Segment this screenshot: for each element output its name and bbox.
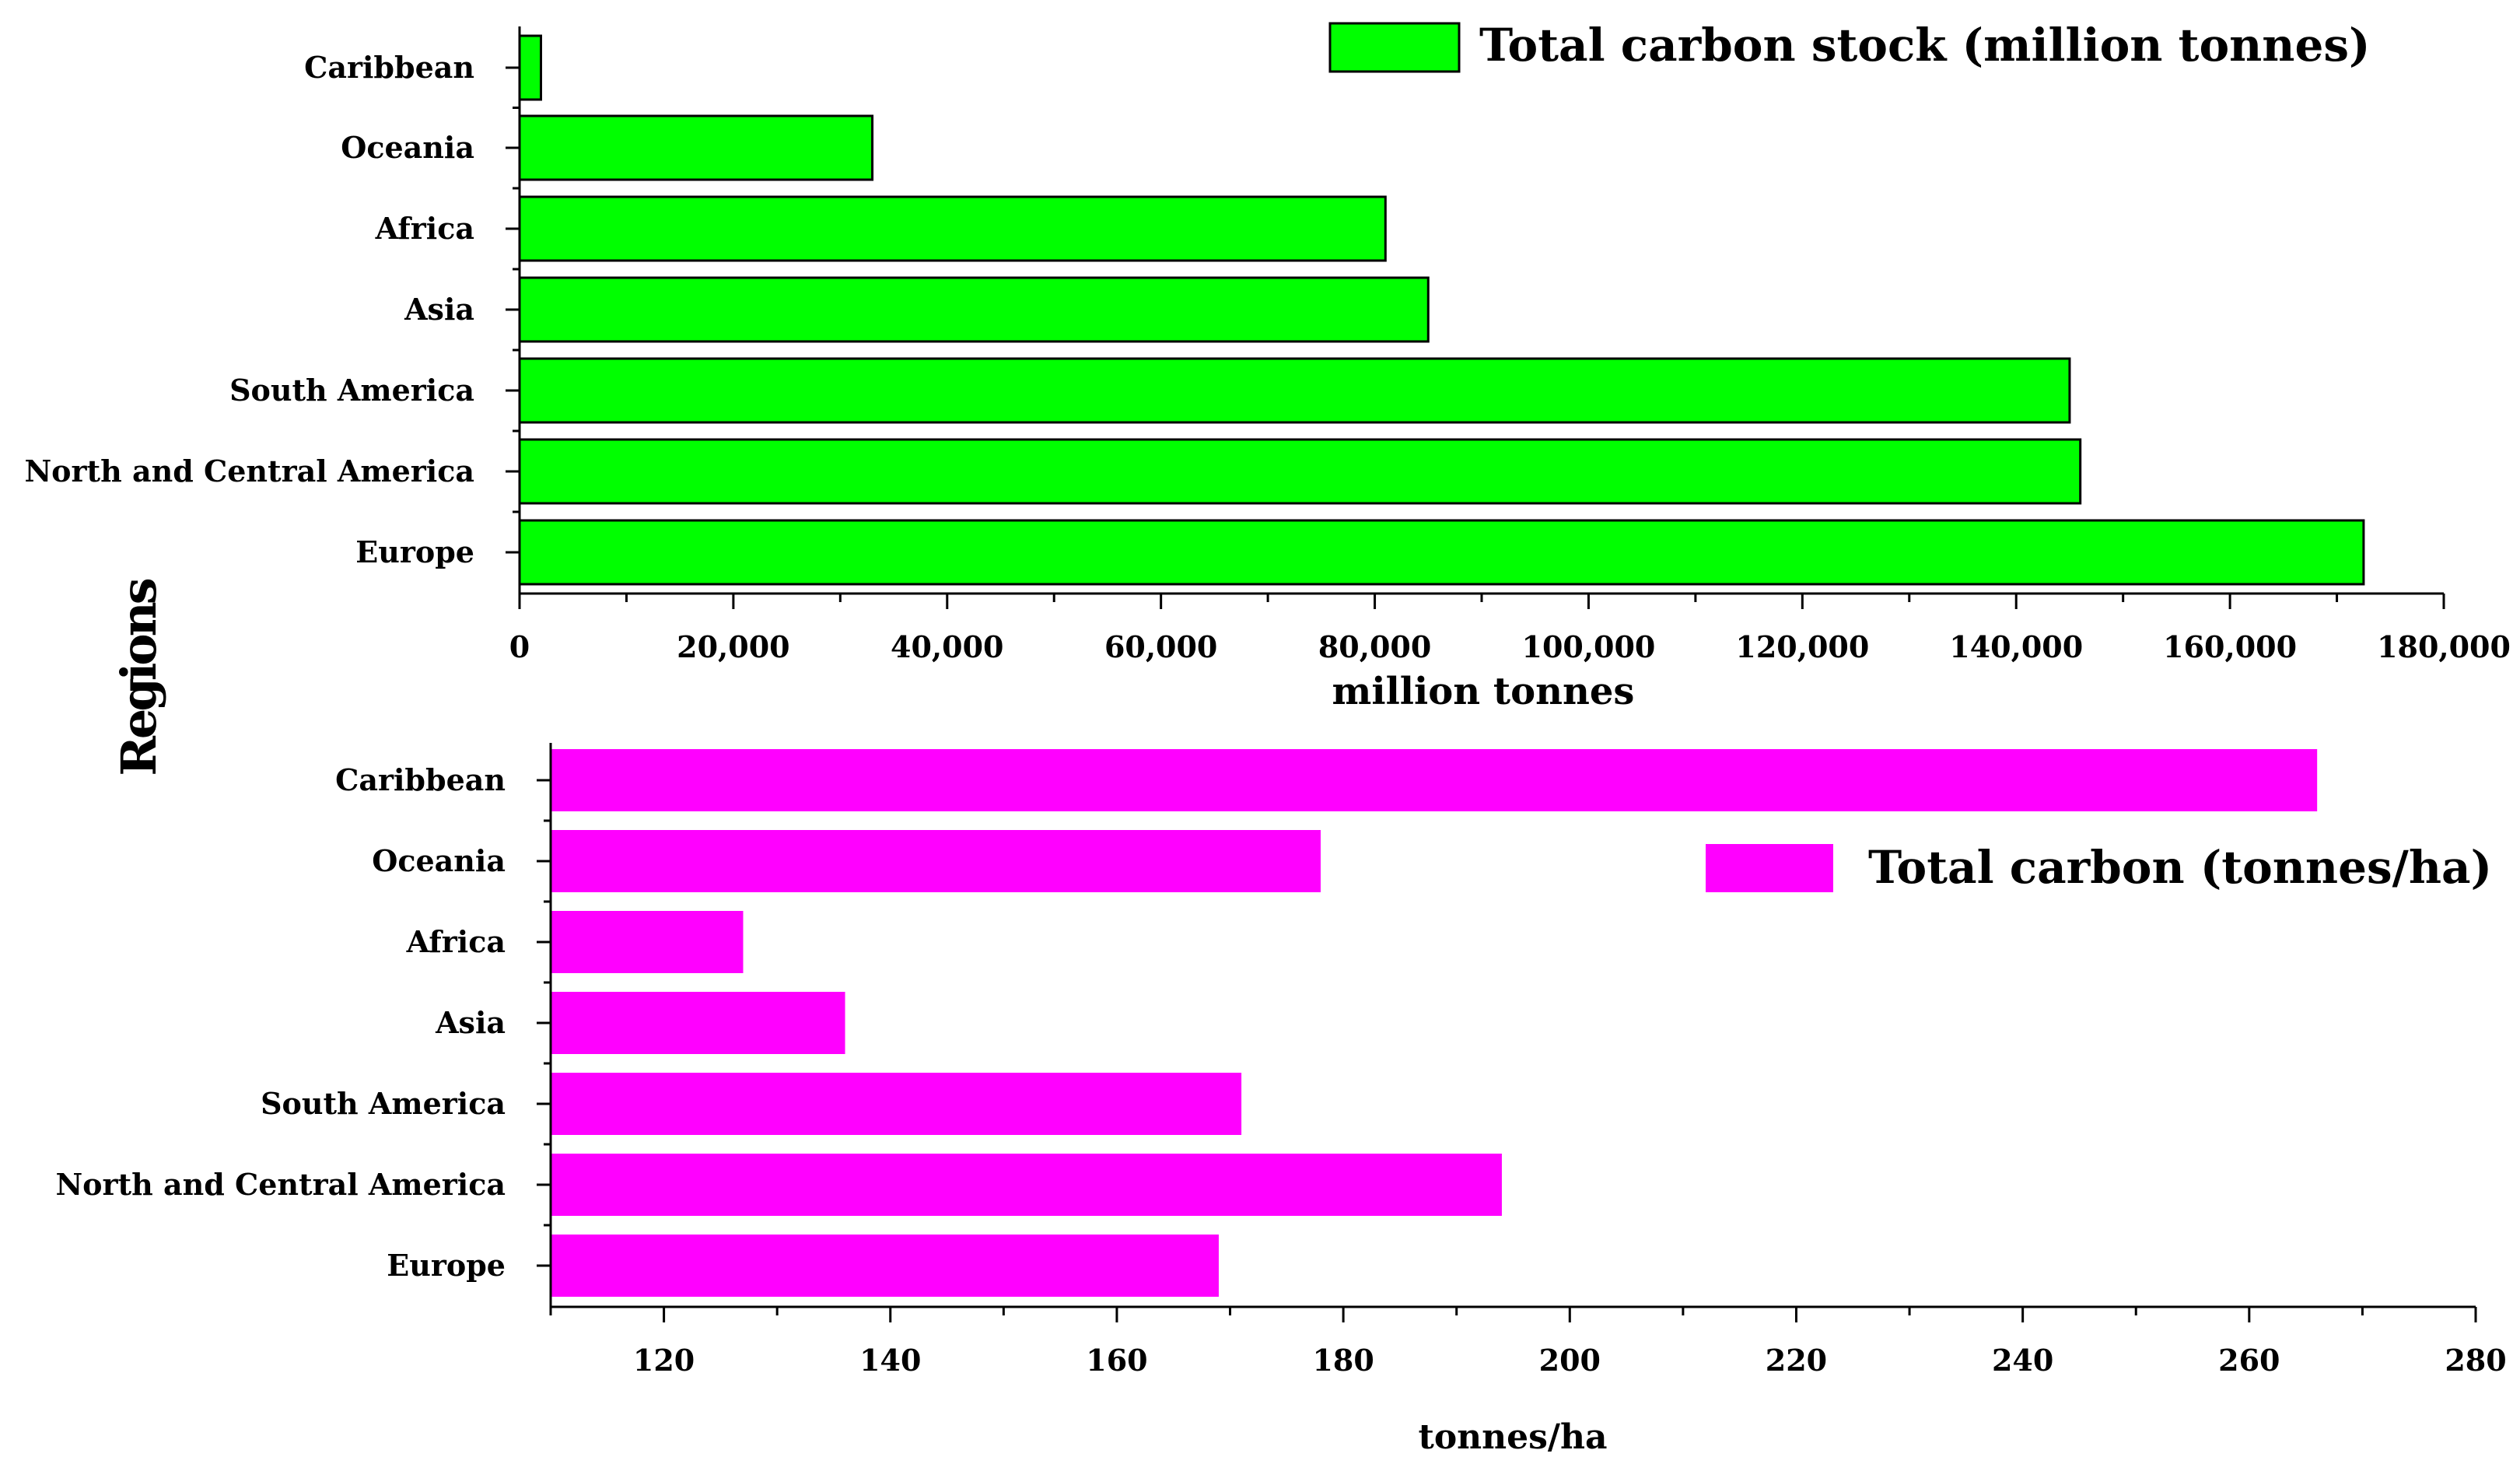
top-bar-caribbean <box>518 34 542 101</box>
top-bar-asia <box>518 276 1430 343</box>
top-x-tick-label: 60,000 <box>1104 629 1217 664</box>
top-x-tick-label: 140,000 <box>1949 629 2083 664</box>
bottom-x-tick-label: 260 <box>2218 1343 2280 1378</box>
bottom-category-label-europe: Europe <box>387 1248 506 1283</box>
top-category-label-caribbean: Caribbean <box>304 50 474 85</box>
bottom-category-label-asia: Asia <box>435 1005 506 1040</box>
bottom-bar-europe <box>551 1235 1219 1297</box>
top-category-label-oceania: Oceania <box>341 130 474 165</box>
bottom-category-label-oceania: Oceania <box>372 843 506 878</box>
top-legend-swatch <box>1328 22 1461 73</box>
top-legend-label: Total carbon stock (million tonnes) <box>1479 19 2370 72</box>
top-x-tick-label: 120,000 <box>1735 629 1869 664</box>
bottom-x-tick-label: 120 <box>633 1343 695 1378</box>
top-category-label-africa: Africa <box>375 211 474 246</box>
bottom-legend-label: Total carbon (tonnes/ha) <box>1868 841 2492 894</box>
top-bar-north-and-central-america <box>518 438 2082 505</box>
bottom-x-tick-label: 240 <box>1992 1343 2053 1378</box>
top-category-label-asia: Asia <box>404 292 474 327</box>
top-bar-south-america <box>518 357 2071 424</box>
top-bar-oceania <box>518 114 874 181</box>
top-x-tick-label: 40,000 <box>891 629 1003 664</box>
bottom-bar-caribbean <box>551 749 2318 811</box>
top-bar-africa <box>518 195 1387 262</box>
top-x-tick-label: 0 <box>509 629 530 664</box>
bottom-chart-density: Caribbean Oceania Africa Asia South America N… <box>55 743 2507 1457</box>
top-x-tick-label: 80,000 <box>1318 629 1431 664</box>
top-category-label-south-america: South America <box>229 373 474 408</box>
top-category-label-north-and-central-america: North and Central America <box>24 454 474 489</box>
bottom-category-label-south-america: South America <box>261 1086 506 1121</box>
bottom-bar-asia <box>551 992 845 1054</box>
bottom-x-tick-label: 140 <box>859 1343 921 1378</box>
bottom-x-tick-label: 280 <box>2445 1343 2506 1378</box>
bottom-legend-swatch <box>1706 844 1833 892</box>
top-chart-stock: Caribbean Oceania Africa Asia South America N… <box>24 19 2511 713</box>
bottom-category-label-caribbean: Caribbean <box>335 762 506 797</box>
bottom-x-tick-label: 200 <box>1539 1343 1601 1378</box>
bottom-x-tick-label: 180 <box>1312 1343 1374 1378</box>
bottom-category-label-africa: Africa <box>406 924 506 959</box>
bottom-bar-north-and-central-america <box>551 1154 1502 1216</box>
bottom-x-axis-label: tonnes/ha <box>1419 1417 1608 1457</box>
top-x-axis-label: million tonnes <box>1332 670 1635 713</box>
bottom-bar-africa <box>551 911 744 973</box>
bottom-bar-south-america <box>551 1073 1242 1135</box>
y-axis-label-regions: Regions <box>110 579 167 776</box>
top-x-tick-label: 160,000 <box>2163 629 2297 664</box>
bottom-category-label-north-and-central-america: North and Central America <box>55 1167 506 1202</box>
top-x-tick-label: 180,000 <box>2377 629 2511 664</box>
bottom-x-tick-label: 160 <box>1086 1343 1147 1378</box>
bottom-x-tick-label: 220 <box>1766 1343 1827 1378</box>
top-x-tick-label: 20,000 <box>677 629 789 664</box>
top-category-label-europe: Europe <box>355 534 474 569</box>
bottom-bar-oceania <box>551 830 1321 892</box>
top-x-tick-label: 100,000 <box>1522 629 1656 664</box>
top-bar-europe <box>518 519 2365 586</box>
